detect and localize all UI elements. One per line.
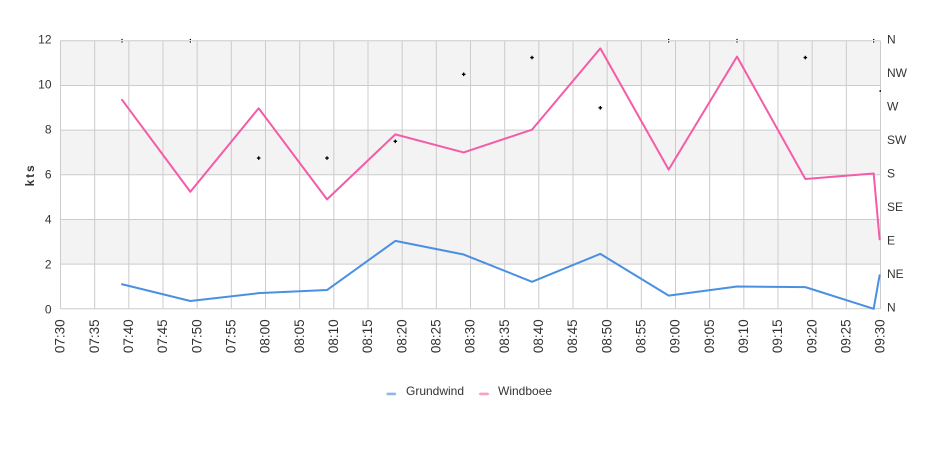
- svg-text:07:35: 07:35: [87, 319, 102, 353]
- svg-text:E: E: [887, 233, 895, 247]
- svg-text:09:30: 09:30: [873, 319, 888, 353]
- svg-text:09:10: 09:10: [736, 319, 751, 353]
- svg-text:Grundwind: Grundwind: [406, 384, 464, 398]
- svg-text:8: 8: [45, 123, 52, 137]
- svg-text:09:05: 09:05: [702, 319, 717, 353]
- svg-text:07:45: 07:45: [155, 319, 170, 353]
- svg-text:07:50: 07:50: [189, 319, 204, 353]
- svg-text:09:00: 09:00: [668, 319, 683, 353]
- svg-text:W: W: [887, 99, 899, 113]
- svg-text:N: N: [887, 300, 896, 314]
- svg-text:SW: SW: [887, 133, 907, 147]
- svg-text:N: N: [887, 32, 896, 46]
- svg-text:08:05: 08:05: [292, 319, 307, 353]
- svg-text:Windboee: Windboee: [498, 384, 552, 398]
- svg-text:08:20: 08:20: [394, 319, 409, 353]
- svg-text:09:25: 09:25: [839, 319, 854, 353]
- svg-text:08:00: 08:00: [258, 319, 273, 353]
- svg-text:0: 0: [45, 303, 52, 317]
- svg-text:07:40: 07:40: [121, 319, 136, 353]
- svg-text:10: 10: [38, 78, 52, 92]
- svg-text:12: 12: [38, 33, 52, 47]
- svg-text:08:45: 08:45: [565, 319, 580, 353]
- svg-text:07:55: 07:55: [224, 319, 239, 353]
- svg-text:08:10: 08:10: [326, 319, 341, 353]
- svg-text:07:30: 07:30: [53, 319, 68, 353]
- svg-text:kts: kts: [23, 163, 37, 186]
- svg-text:SE: SE: [887, 200, 903, 214]
- svg-text:NW: NW: [887, 66, 908, 80]
- svg-text:08:55: 08:55: [634, 319, 649, 353]
- svg-text:NE: NE: [887, 267, 904, 281]
- svg-text:4: 4: [45, 213, 52, 227]
- svg-text:09:15: 09:15: [770, 319, 785, 353]
- svg-text:08:15: 08:15: [360, 319, 375, 353]
- svg-text:08:35: 08:35: [497, 319, 512, 353]
- svg-text:08:25: 08:25: [429, 319, 444, 353]
- svg-text:2: 2: [45, 258, 52, 272]
- svg-text:6: 6: [45, 168, 52, 182]
- svg-text:08:50: 08:50: [599, 319, 614, 353]
- svg-text:S: S: [887, 166, 895, 180]
- svg-text:08:40: 08:40: [531, 319, 546, 353]
- svg-text:08:30: 08:30: [463, 319, 478, 353]
- svg-text:09:20: 09:20: [804, 319, 819, 353]
